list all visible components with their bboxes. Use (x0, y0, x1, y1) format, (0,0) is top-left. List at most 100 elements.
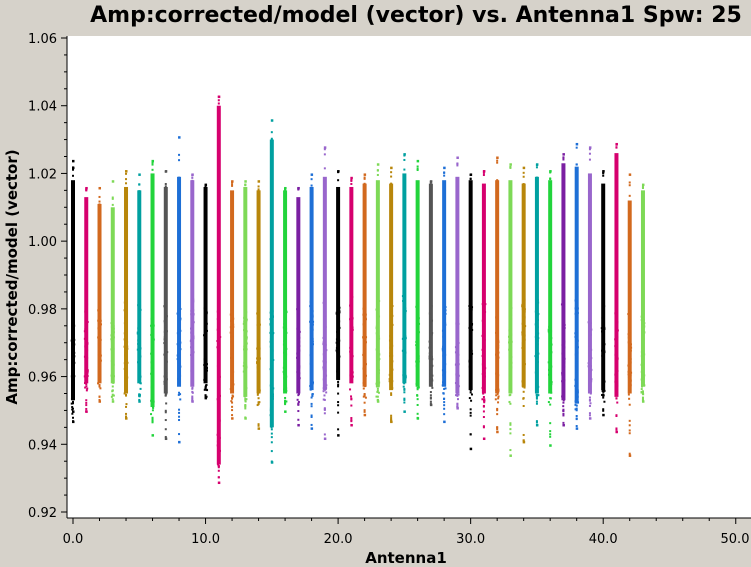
data-point (137, 314, 140, 317)
data-point (152, 324, 155, 327)
data-point (481, 386, 484, 389)
data-point (403, 364, 406, 367)
data-point (497, 374, 500, 377)
data-point (310, 405, 313, 408)
outlier-point (588, 417, 592, 420)
data-strip (150, 173, 155, 408)
data-point (230, 352, 233, 355)
data-point (602, 172, 605, 175)
data-point (429, 311, 432, 314)
data-point (496, 428, 499, 431)
data-point (601, 370, 604, 373)
data-point (270, 131, 273, 134)
data-point (204, 394, 207, 397)
data-point (151, 342, 154, 345)
data-point (628, 424, 631, 427)
data-point (204, 318, 207, 321)
data-point (176, 312, 179, 315)
data-point (364, 396, 367, 399)
data-point (456, 316, 459, 319)
data-point (363, 182, 366, 185)
data-point (97, 321, 100, 324)
data-point (403, 388, 406, 391)
data-point (481, 319, 484, 322)
antenna-series-38 (574, 142, 580, 430)
data-point (150, 355, 153, 358)
data-point (257, 372, 260, 375)
antenna-series-27 (428, 180, 434, 407)
data-point (337, 170, 340, 173)
data-point (377, 372, 380, 375)
data-point (270, 348, 273, 351)
data-point (362, 381, 365, 384)
data-point (284, 326, 287, 329)
data-point (99, 316, 102, 319)
data-point (124, 390, 127, 393)
data-point (298, 340, 301, 343)
data-point (165, 316, 168, 319)
data-point (588, 152, 591, 155)
data-point (190, 356, 193, 359)
data-point (231, 327, 234, 330)
data-point (86, 369, 89, 372)
data-point (563, 346, 566, 349)
data-point (84, 310, 87, 313)
data-point (178, 159, 181, 162)
data-point (602, 346, 605, 349)
data-point (97, 382, 100, 385)
data-point (243, 329, 246, 332)
outlier-point (178, 440, 181, 444)
data-point (377, 335, 380, 338)
data-point (229, 388, 232, 391)
data-point (468, 397, 471, 400)
data-point (337, 179, 340, 182)
data-point (523, 356, 526, 359)
data-point (510, 333, 513, 336)
data-point (456, 164, 459, 167)
data-strip (362, 183, 367, 387)
data-point (124, 354, 127, 357)
outlier-point (443, 420, 446, 424)
data-point (86, 303, 89, 306)
data-point (85, 407, 88, 410)
data-point (336, 296, 339, 299)
data-point (151, 394, 154, 397)
data-point (257, 381, 260, 384)
data-point (561, 377, 564, 380)
data-point (576, 395, 579, 398)
data-point (217, 95, 220, 98)
data-point (178, 320, 181, 323)
data-point (164, 373, 167, 376)
outlier-point (323, 437, 327, 441)
data-point (310, 331, 313, 334)
data-point (298, 377, 301, 380)
data-point (165, 372, 168, 375)
data-point (561, 344, 564, 347)
data-point (535, 421, 538, 424)
x-tick-label: 30.0 (456, 532, 485, 547)
data-point (455, 303, 458, 306)
data-point (378, 381, 381, 384)
data-point (390, 419, 393, 422)
data-point (362, 353, 365, 356)
data-point (72, 355, 75, 358)
data-point (404, 351, 407, 354)
data-point (310, 335, 313, 338)
data-point (495, 350, 498, 353)
data-point (389, 315, 392, 318)
data-point (469, 411, 472, 414)
data-point (256, 312, 259, 315)
data-point (163, 336, 166, 339)
data-point (537, 394, 540, 397)
data-point (138, 329, 141, 332)
data-point (615, 353, 618, 356)
data-strip (163, 186, 168, 394)
data-strip (495, 180, 500, 394)
data-point (376, 389, 379, 392)
data-point (322, 368, 325, 371)
data-point (377, 391, 380, 394)
data-point (190, 342, 193, 345)
data-point (269, 414, 272, 417)
antenna-series-13 (242, 180, 248, 420)
